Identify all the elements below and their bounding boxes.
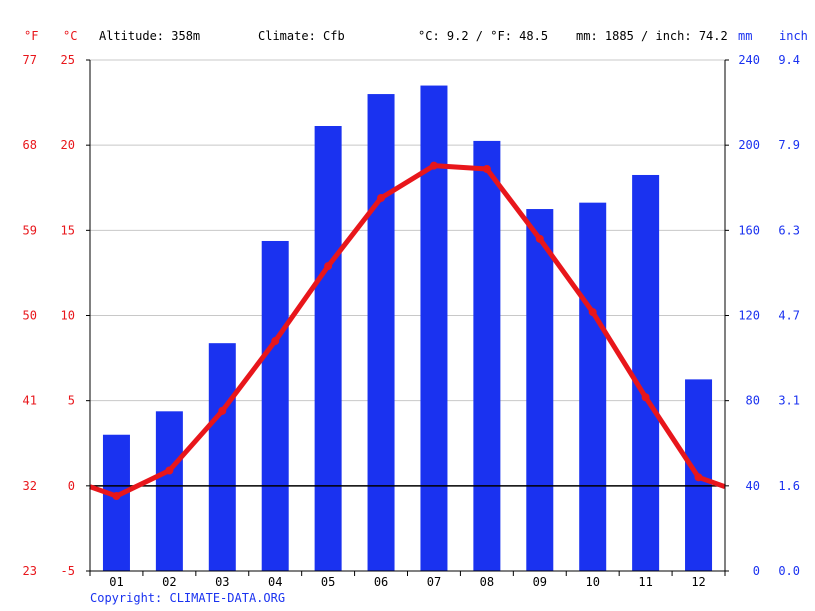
month-tick-label: 02 bbox=[162, 575, 176, 589]
fahrenheit-tick-label: 59 bbox=[23, 223, 37, 237]
month-tick-label: 09 bbox=[533, 575, 547, 589]
precipitation-bar bbox=[314, 126, 342, 572]
temperature-point bbox=[324, 262, 333, 271]
mm-tick-label: 0 bbox=[753, 564, 760, 578]
temperature-average-label: °C: 9.2 / °F: 48.5 bbox=[418, 29, 548, 43]
gridlines bbox=[90, 59, 725, 572]
mm-tick-label: 200 bbox=[738, 138, 760, 152]
month-tick-label: 05 bbox=[321, 575, 335, 589]
precipitation-bar bbox=[155, 411, 183, 571]
y-tick-labels: 77 25 240 9.468 20 200 7.959 15 160 6.350 10 120 4.7… bbox=[23, 53, 800, 578]
unit-fahrenheit: °F bbox=[24, 29, 38, 43]
inch-tick-label: 0.0 bbox=[778, 564, 800, 578]
mm-tick-label: 40 bbox=[746, 479, 760, 493]
temperature-point bbox=[588, 308, 597, 317]
altitude-label: Altitude: 358m bbox=[99, 29, 200, 43]
precipitation-bar bbox=[632, 174, 660, 571]
climate-label: Climate: Cfb bbox=[258, 29, 345, 43]
unit-inch: inch bbox=[779, 29, 808, 43]
celsius-tick-label: 10 bbox=[61, 309, 75, 323]
fahrenheit-tick-label: 68 bbox=[23, 138, 37, 152]
temperature-point bbox=[482, 165, 491, 174]
precipitation-bar bbox=[208, 343, 236, 571]
celsius-tick-label: 15 bbox=[61, 223, 75, 237]
precipitation-bar bbox=[579, 202, 607, 571]
precipitation-bar bbox=[420, 85, 448, 572]
precipitation-bar bbox=[367, 94, 395, 572]
celsius-tick-label: 25 bbox=[61, 53, 75, 67]
mm-tick-label: 240 bbox=[738, 53, 760, 67]
inch-tick-label: 3.1 bbox=[778, 394, 800, 408]
month-tick-label: 10 bbox=[585, 575, 599, 589]
month-tick-label: 11 bbox=[638, 575, 652, 589]
temperature-point bbox=[271, 337, 280, 346]
precipitation-bar bbox=[102, 434, 130, 571]
x-tick-labels: 01 02 03 04 05 06 07 08 09 10 11 12 bbox=[109, 575, 706, 589]
fahrenheit-tick-label: 77 bbox=[23, 53, 37, 67]
celsius-tick-label: 20 bbox=[61, 138, 75, 152]
temperature-point bbox=[641, 393, 650, 402]
celsius-tick-label: -5 bbox=[61, 564, 75, 578]
copyright-link[interactable]: Copyright: CLIMATE-DATA.ORG bbox=[90, 591, 286, 605]
precipitation-bar bbox=[526, 209, 554, 571]
fahrenheit-tick-label: 32 bbox=[23, 479, 37, 493]
temperature-point bbox=[377, 193, 386, 202]
inch-tick-label: 6.3 bbox=[778, 223, 800, 237]
temperature-point bbox=[535, 234, 544, 243]
fahrenheit-tick-label: 50 bbox=[23, 309, 37, 323]
temperature-point bbox=[694, 473, 703, 482]
month-tick-label: 07 bbox=[427, 575, 441, 589]
mm-tick-label: 120 bbox=[738, 309, 760, 323]
temperature-point bbox=[165, 466, 174, 475]
temperature-point bbox=[112, 492, 121, 501]
month-tick-label: 03 bbox=[215, 575, 229, 589]
temperature-line bbox=[89, 163, 726, 499]
fahrenheit-tick-label: 23 bbox=[23, 564, 37, 578]
temperature-point bbox=[429, 161, 438, 170]
month-tick-label: 06 bbox=[374, 575, 388, 589]
precipitation-total-label: mm: 1885 / inch: 74.2 bbox=[576, 29, 728, 43]
precipitation-bars bbox=[102, 85, 713, 572]
inch-tick-label: 7.9 bbox=[778, 138, 800, 152]
mm-tick-label: 80 bbox=[746, 394, 760, 408]
unit-celsius: °C bbox=[63, 29, 77, 43]
month-tick-label: 01 bbox=[109, 575, 123, 589]
precipitation-bar bbox=[261, 240, 289, 571]
month-tick-label: 12 bbox=[691, 575, 705, 589]
precipitation-bar bbox=[473, 140, 501, 572]
inch-tick-label: 1.6 bbox=[778, 479, 800, 493]
inch-tick-label: 9.4 bbox=[778, 53, 800, 67]
celsius-tick-label: 5 bbox=[68, 394, 75, 408]
month-tick-label: 08 bbox=[480, 575, 494, 589]
unit-mm: mm bbox=[738, 29, 752, 43]
temperature-line bbox=[89, 161, 726, 501]
mm-tick-label: 160 bbox=[738, 223, 760, 237]
month-tick-label: 04 bbox=[268, 575, 282, 589]
temperature-point bbox=[218, 406, 227, 415]
fahrenheit-tick-label: 41 bbox=[23, 394, 37, 408]
inch-tick-label: 4.7 bbox=[778, 309, 800, 323]
celsius-tick-label: 0 bbox=[68, 479, 75, 493]
axes bbox=[86, 59, 729, 576]
